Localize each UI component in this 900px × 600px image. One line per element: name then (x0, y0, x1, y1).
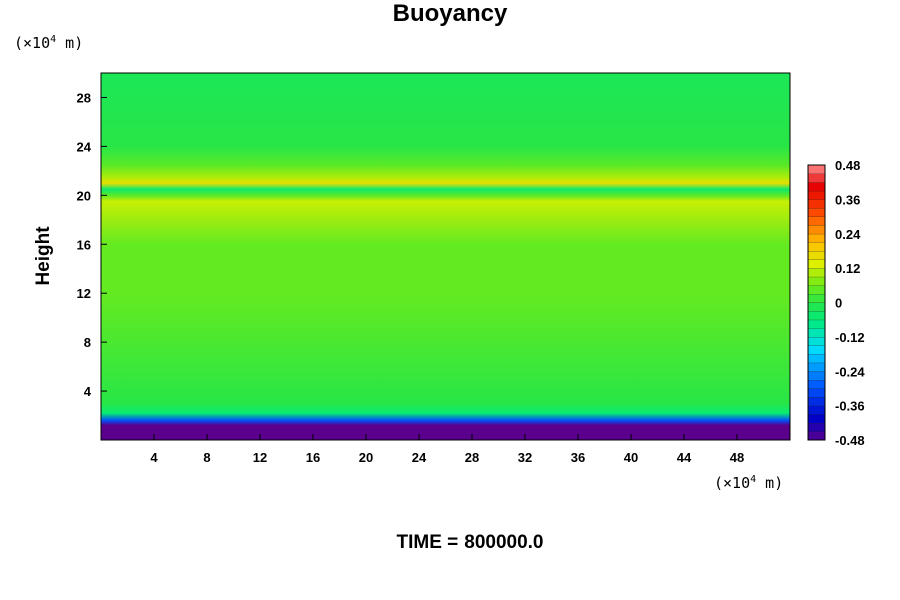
colorbar-label: 0.24 (835, 227, 861, 242)
colorbar-frame (807, 164, 826, 441)
colorbar-segment (807, 319, 826, 329)
colorbar-segment (807, 207, 826, 217)
colorbar-label: 0 (835, 296, 842, 311)
colorbar-segment (807, 216, 826, 226)
colorbar-segment (807, 199, 826, 209)
colorbar-segment (807, 250, 826, 260)
colorbar-label: 0.48 (835, 158, 860, 173)
colorbar-segment (807, 405, 826, 415)
colorbar-segment (807, 396, 826, 407)
chart-title: Buoyancy (392, 0, 508, 27)
y-tick-label: 8 (84, 335, 91, 350)
colorbar-segment (807, 302, 826, 312)
colorbar-segment (807, 293, 826, 303)
colorbar-segment (807, 242, 826, 252)
colorbar-segment (807, 353, 826, 364)
x-tick-label: 28 (465, 450, 479, 465)
x-tick-label: 8 (203, 450, 210, 465)
time-label: TIME = (396, 532, 459, 553)
colorbar-segment (807, 164, 826, 175)
y-axis-unit: (×104 m) (14, 34, 84, 52)
colorbar-segment (807, 225, 826, 235)
colorbar-segment (807, 336, 826, 346)
y-tick-label: 16 (77, 237, 91, 252)
y-tick-label: 12 (77, 286, 91, 301)
colorbar-segment (807, 285, 826, 295)
colorbar-segment (807, 345, 826, 355)
colorbar-segment (807, 310, 826, 321)
colorbar-segment (807, 371, 826, 381)
buoyancy-field (101, 73, 790, 440)
colorbar-segment (807, 233, 826, 243)
x-tick-label: 20 (359, 450, 373, 465)
time-value: 800000.0 (464, 532, 544, 553)
colorbar-label: -0.36 (835, 399, 865, 414)
colorbar-label: -0.48 (835, 433, 865, 448)
colorbar-segment (807, 388, 826, 398)
colorbar-segment (807, 268, 826, 278)
colorbar-segment (807, 328, 826, 338)
x-tick-label: 32 (518, 450, 532, 465)
x-tick-label: 36 (571, 450, 585, 465)
y-tick-label: 24 (77, 139, 92, 154)
x-tick-label: 16 (306, 450, 320, 465)
y-tick-label: 28 (77, 90, 91, 105)
y-tick-label: 4 (84, 384, 92, 399)
colorbar-segment (807, 190, 826, 200)
x-tick-label: 40 (624, 450, 638, 465)
colorbar-label: 0.36 (835, 192, 860, 207)
colorbar-segment (807, 379, 826, 389)
colorbar-segment (807, 173, 826, 183)
y-tick-label: 20 (77, 188, 91, 203)
colorbar-label: 0.12 (835, 261, 860, 276)
colorbar-segment (807, 431, 826, 441)
x-tick-label: 4 (150, 450, 158, 465)
colorbar-segment (807, 276, 826, 286)
x-tick-label: 44 (677, 450, 692, 465)
colorbar-label: -0.24 (835, 364, 865, 379)
colorbar-segment (807, 422, 826, 432)
colorbar-segment (807, 414, 826, 424)
x-tick-label: 48 (730, 450, 744, 465)
x-tick-label: 24 (412, 450, 427, 465)
colorbar-label: -0.12 (835, 330, 865, 345)
colorbar-segment (807, 182, 826, 192)
colorbar-segment (807, 259, 826, 269)
colorbar-segment (807, 362, 826, 372)
x-tick-label: 12 (253, 450, 267, 465)
time-readout: TIME = 800000.0 (0, 532, 900, 554)
x-axis-unit: (×104 m) (714, 474, 784, 492)
plot-frame (100, 72, 791, 441)
